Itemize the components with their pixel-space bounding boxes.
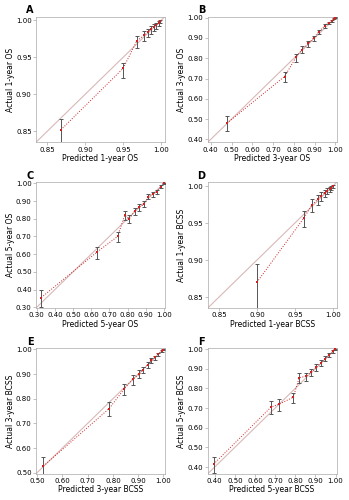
Point xyxy=(134,37,140,45)
Y-axis label: Actual 1-year OS: Actual 1-year OS xyxy=(6,48,15,112)
Y-axis label: Actual 3-year BCSS: Actual 3-year BCSS xyxy=(6,374,15,448)
Point xyxy=(322,189,328,197)
Point xyxy=(268,403,274,411)
X-axis label: Predicted 3-year BCSS: Predicted 3-year BCSS xyxy=(58,486,143,494)
Text: C: C xyxy=(26,171,33,181)
Point xyxy=(211,460,216,468)
Point xyxy=(319,192,324,200)
Point xyxy=(323,354,328,362)
Point xyxy=(40,462,46,470)
Point xyxy=(306,40,311,48)
Point xyxy=(224,119,230,127)
Point xyxy=(297,374,302,382)
Point xyxy=(146,192,151,200)
Point xyxy=(121,385,127,393)
Point xyxy=(106,404,112,412)
Point xyxy=(309,368,314,376)
Point xyxy=(290,394,296,402)
Point xyxy=(153,354,158,362)
X-axis label: Predicted 1-year OS: Predicted 1-year OS xyxy=(62,154,138,163)
Text: A: A xyxy=(26,6,33,16)
Point xyxy=(38,294,44,302)
Point xyxy=(333,346,338,354)
Point xyxy=(127,214,132,222)
Point xyxy=(327,185,333,193)
Point xyxy=(161,346,166,354)
Text: F: F xyxy=(199,337,205,347)
Point xyxy=(330,348,336,356)
Text: E: E xyxy=(27,337,33,347)
Point xyxy=(141,366,146,374)
Point xyxy=(154,21,159,29)
Point xyxy=(327,350,332,358)
Point xyxy=(157,17,163,25)
Point xyxy=(332,14,337,22)
Point xyxy=(304,372,309,380)
Point xyxy=(58,126,64,134)
Y-axis label: Actual 1-year BCSS: Actual 1-year BCSS xyxy=(177,208,186,282)
Point xyxy=(156,20,162,28)
Point xyxy=(276,400,282,408)
Point xyxy=(142,200,147,208)
Point xyxy=(311,34,317,42)
Point xyxy=(136,203,142,211)
Point xyxy=(293,53,299,61)
Text: D: D xyxy=(197,171,205,181)
Point xyxy=(329,16,335,24)
Point xyxy=(145,28,151,36)
X-axis label: Predicted 1-year BCSS: Predicted 1-year BCSS xyxy=(230,320,315,328)
Point xyxy=(130,376,135,384)
Point xyxy=(151,23,157,31)
Point xyxy=(137,370,142,378)
Y-axis label: Actual 3-year OS: Actual 3-year OS xyxy=(177,48,186,112)
Point xyxy=(141,31,147,39)
Point xyxy=(310,200,315,208)
Point xyxy=(132,207,138,215)
Point xyxy=(158,182,164,190)
Point xyxy=(150,190,155,198)
Point xyxy=(94,248,99,256)
X-axis label: Predicted 5-year BCSS: Predicted 5-year BCSS xyxy=(229,486,315,494)
Point xyxy=(299,46,305,54)
Point xyxy=(282,72,287,80)
Point xyxy=(314,363,319,371)
Point xyxy=(145,360,151,368)
Point xyxy=(330,182,335,190)
Point xyxy=(301,214,307,222)
Point xyxy=(115,232,120,240)
Point xyxy=(149,356,154,364)
Point xyxy=(254,278,260,286)
X-axis label: Predicted 5-year OS: Predicted 5-year OS xyxy=(62,320,138,328)
Point xyxy=(148,26,154,34)
Point xyxy=(156,350,161,358)
Text: B: B xyxy=(198,6,205,16)
Point xyxy=(333,14,338,22)
Point xyxy=(326,19,332,27)
Point xyxy=(318,359,324,367)
Point xyxy=(159,347,164,355)
Point xyxy=(328,184,334,192)
Y-axis label: Actual 5-year BCSS: Actual 5-year BCSS xyxy=(177,374,186,448)
Point xyxy=(161,180,166,188)
X-axis label: Predicted 3-year OS: Predicted 3-year OS xyxy=(234,154,310,163)
Point xyxy=(325,186,330,194)
Y-axis label: Actual 5-year OS: Actual 5-year OS xyxy=(6,213,15,278)
Point xyxy=(122,211,128,219)
Point xyxy=(120,64,126,72)
Point xyxy=(154,188,159,196)
Point xyxy=(316,28,322,36)
Point xyxy=(322,22,327,30)
Point xyxy=(315,196,320,203)
